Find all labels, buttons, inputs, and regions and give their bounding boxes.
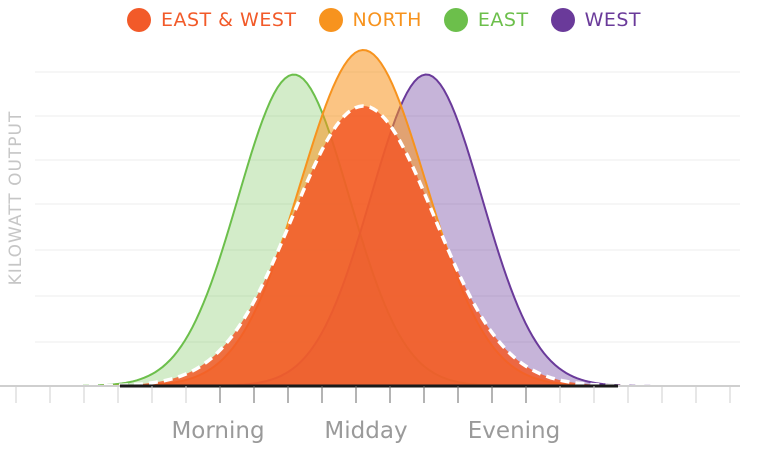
y-axis-label: KILOWATT OUTPUT [6, 110, 26, 286]
area-east [74, 74, 666, 386]
legend-label: EAST [477, 9, 529, 31]
legend-label: NORTH [352, 9, 422, 31]
legend-swatch [318, 8, 343, 32]
legend-item: EAST & WEST [126, 8, 297, 32]
x-tick-label: Evening [467, 418, 561, 444]
legend-swatch [126, 8, 151, 32]
legend-item: WEST [550, 8, 642, 32]
legend-item: EAST [443, 8, 529, 32]
legend-item: NORTH [318, 8, 422, 32]
x-axis-ticks [15, 386, 731, 403]
legend-label: EAST & WEST [160, 9, 297, 31]
x-tick-label: Morning [171, 418, 265, 444]
legend: EAST & WEST NORTH EAST WEST [0, 8, 768, 32]
legend-swatch [443, 8, 468, 32]
legend-label: WEST [584, 9, 642, 31]
legend-swatch [550, 8, 575, 32]
x-tick-label: Midday [324, 418, 408, 444]
series-areas [73, 48, 666, 388]
line-east-west [74, 104, 666, 388]
area-east-west [74, 106, 666, 386]
